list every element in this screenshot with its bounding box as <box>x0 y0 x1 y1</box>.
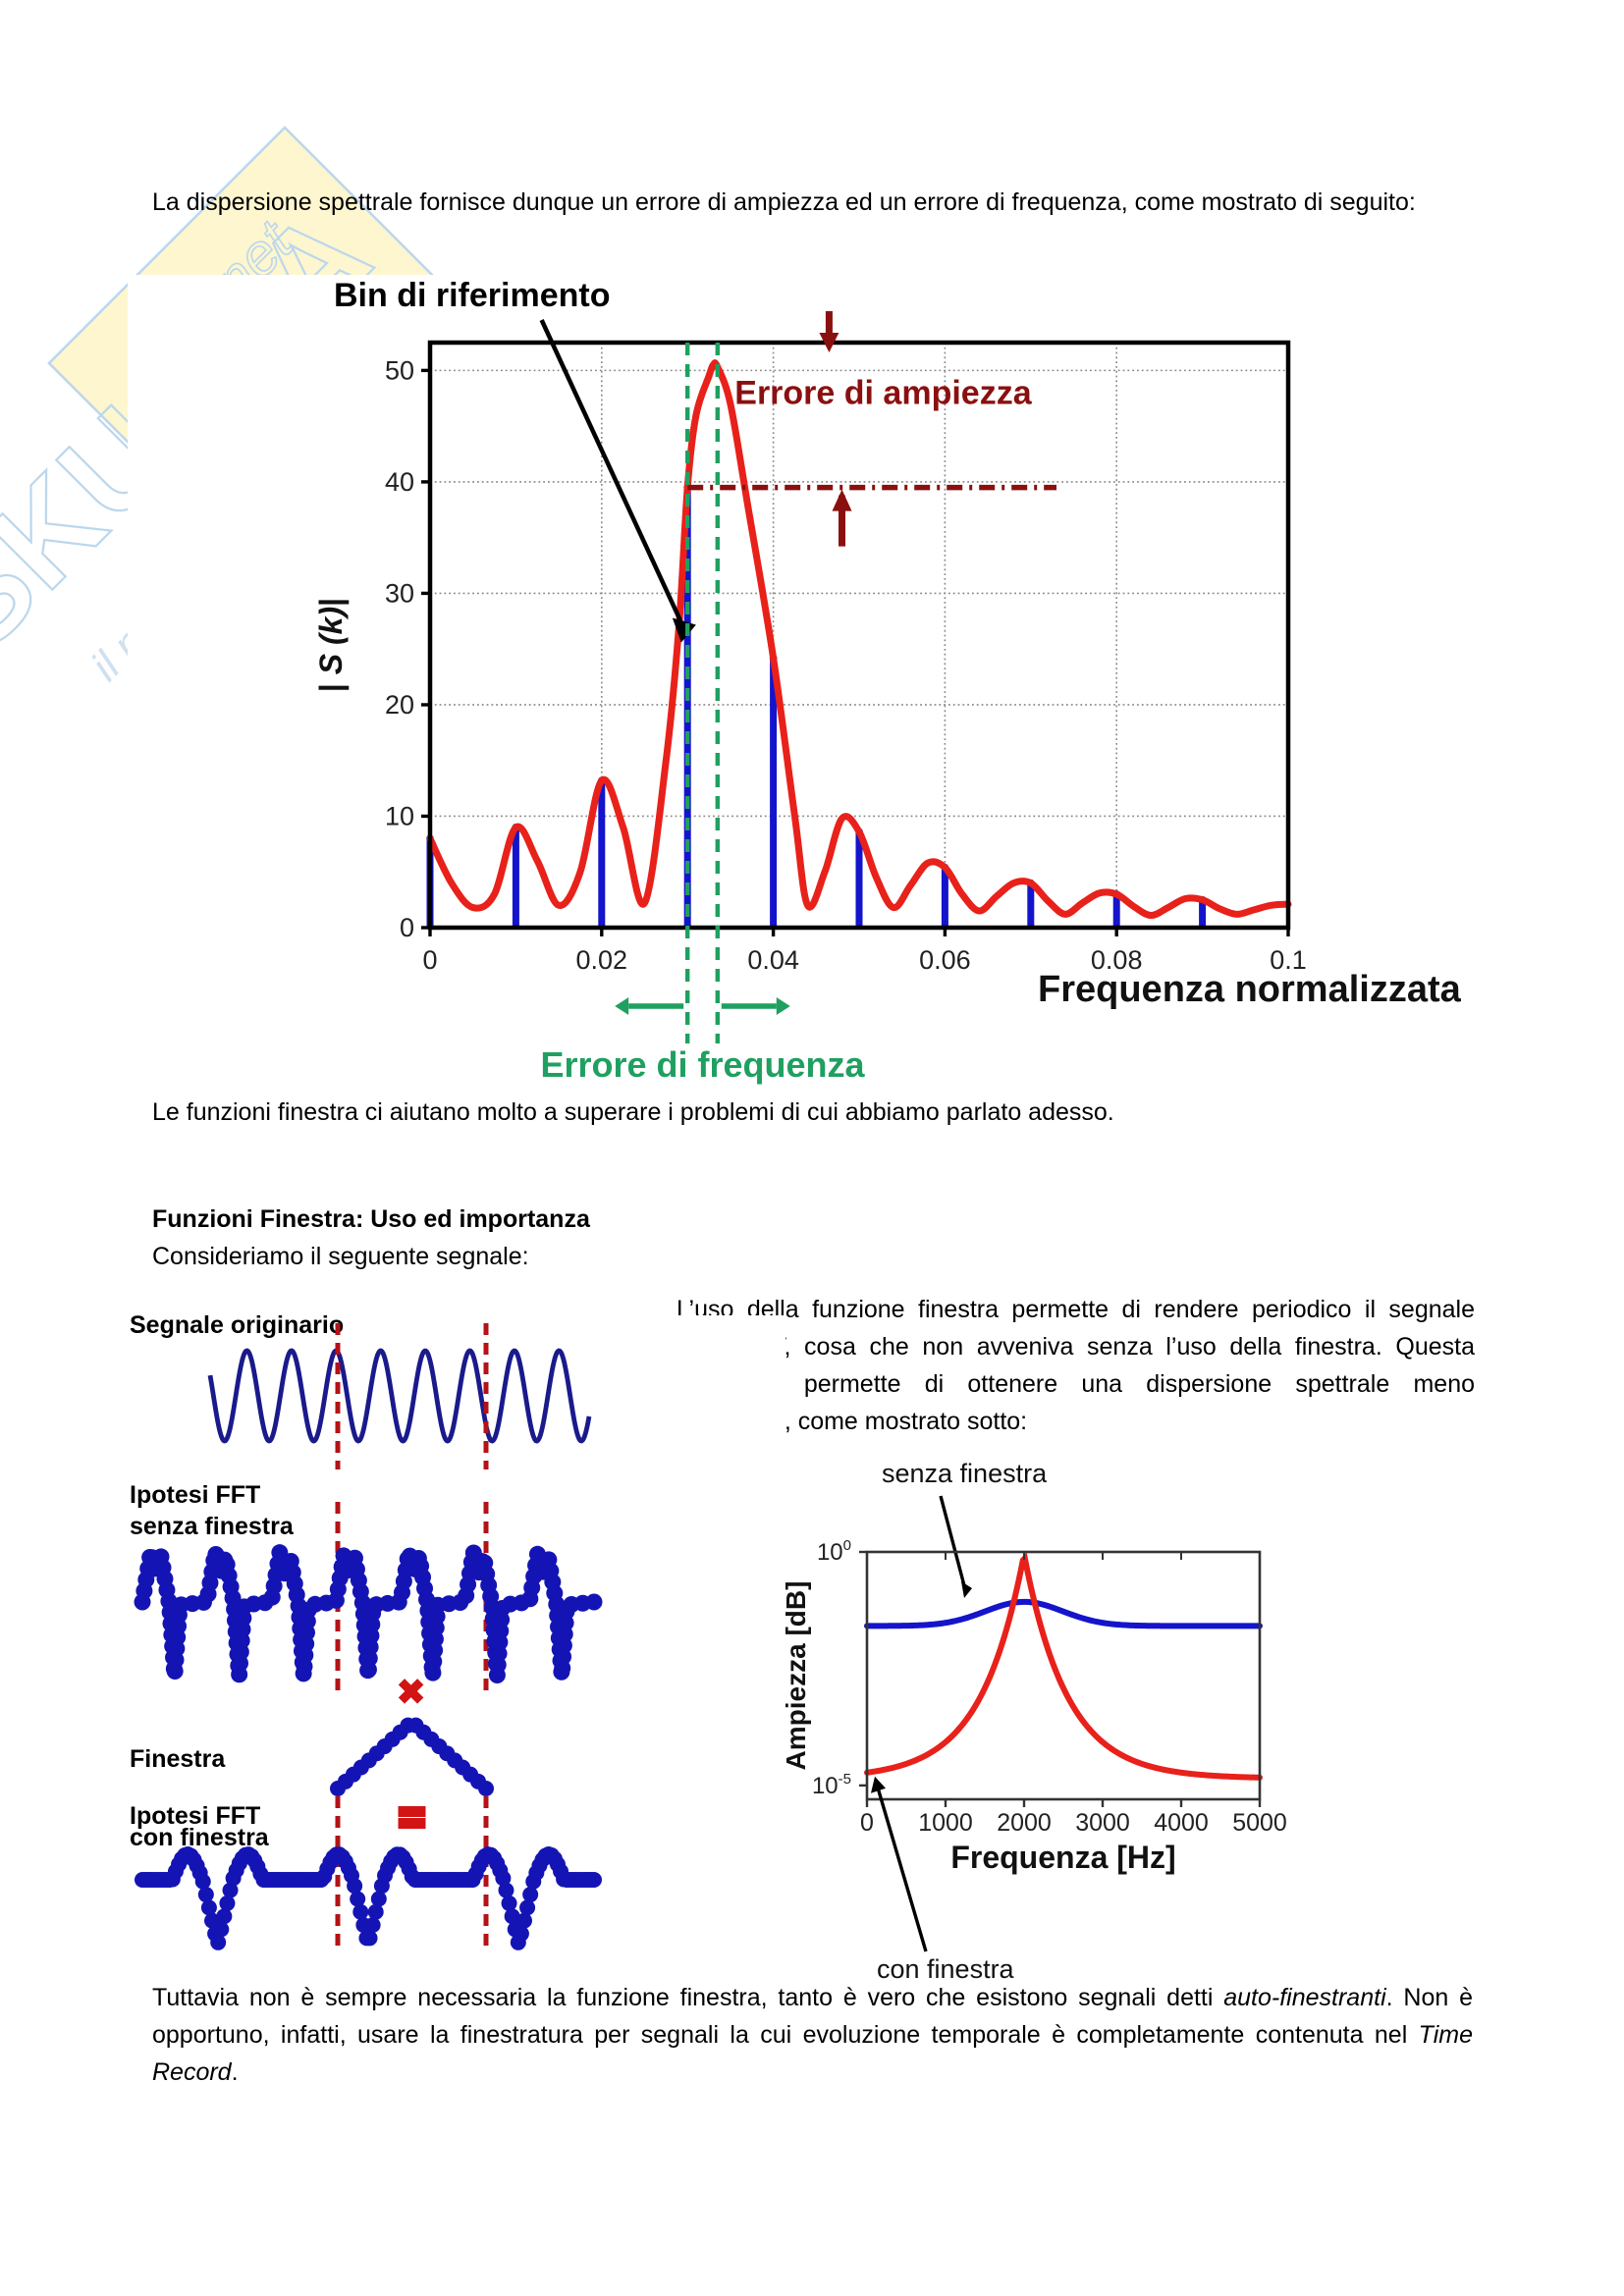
svg-text:30: 30 <box>385 578 414 608</box>
svg-text:1000: 1000 <box>918 1809 973 1837</box>
svg-text:Errore di ampiezza: Errore di ampiezza <box>734 374 1032 411</box>
svg-text:| S (k)|: | S (k)| <box>313 598 349 692</box>
svg-text:0.04: 0.04 <box>747 945 799 975</box>
svg-text:Finestra: Finestra <box>130 1745 226 1773</box>
svg-text:40: 40 <box>385 467 414 497</box>
svg-text:0: 0 <box>400 913 414 942</box>
svg-text:50: 50 <box>385 355 414 385</box>
svg-text:Segnale originario: Segnale originario <box>130 1315 344 1339</box>
svg-text:Ipotesi FFT: Ipotesi FFT <box>130 1481 260 1509</box>
svg-text:Frequenza normalizzata: Frequenza normalizzata <box>1038 969 1462 1010</box>
svg-text:Ampiezza [dB]: Ampiezza [dB] <box>785 1581 811 1771</box>
svg-text:20: 20 <box>385 690 414 720</box>
svg-text:0.02: 0.02 <box>576 945 628 975</box>
svg-text:10: 10 <box>385 801 414 830</box>
svg-text:0: 0 <box>422 945 437 975</box>
svg-text:Errore di frequenza: Errore di frequenza <box>540 1044 865 1085</box>
svg-text:senza finestra: senza finestra <box>882 1459 1048 1488</box>
svg-text:0: 0 <box>860 1809 874 1837</box>
svg-text:0.06: 0.06 <box>919 945 971 975</box>
svg-text:✖: ✖ <box>397 1672 426 1712</box>
svg-text:Frequenza [Hz]: Frequenza [Hz] <box>950 1840 1175 1875</box>
svg-text:3000: 3000 <box>1075 1809 1130 1837</box>
svg-text:5000: 5000 <box>1232 1809 1287 1837</box>
svg-text:senza finestra: senza finestra <box>130 1513 295 1540</box>
svg-text:Bin di riferimento: Bin di riferimento <box>334 277 610 314</box>
svg-text:4000: 4000 <box>1154 1809 1209 1837</box>
svg-text:2000: 2000 <box>997 1809 1052 1837</box>
